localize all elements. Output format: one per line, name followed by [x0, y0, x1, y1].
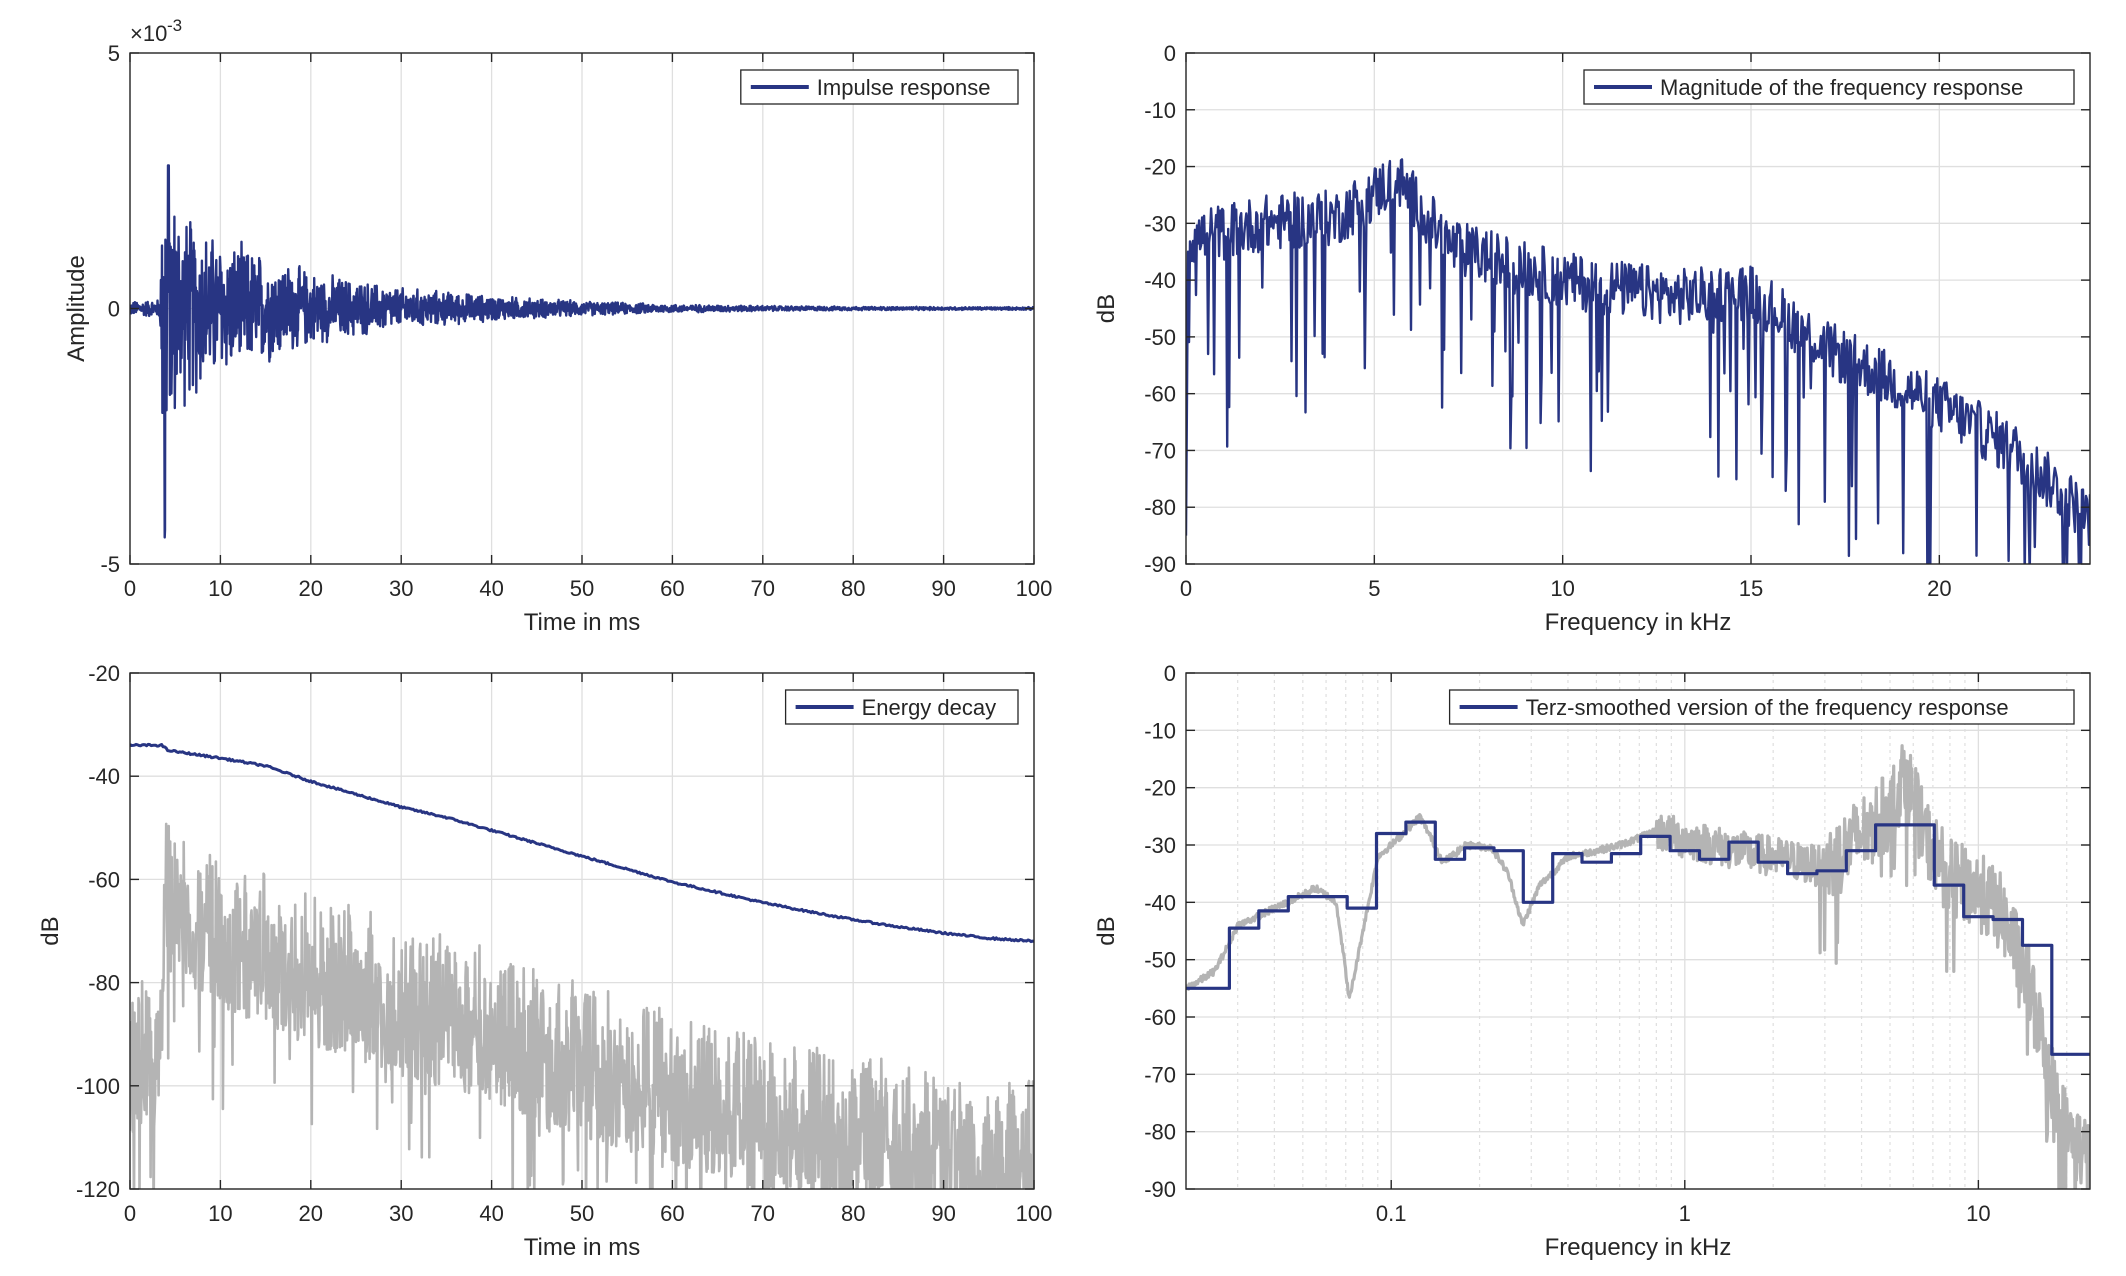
y-tick-label: -90 [1144, 1177, 1176, 1202]
x-tick-label: 15 [1739, 576, 1763, 601]
x-tick-label: 100 [1016, 576, 1053, 601]
y-tick-label: -20 [1144, 776, 1176, 801]
y-axis-label: Amplitude [63, 255, 90, 362]
y-tick-label: -40 [88, 764, 120, 789]
x-tick-label: 100 [1016, 1201, 1053, 1226]
magnitude-response-panel: 0 5 10 15 20 0 -10 -20 -30 -40 -50 -60 -70 -80 -90 Freq… [1093, 41, 2091, 636]
x-tick-label: 0 [1180, 576, 1192, 601]
y-tick-label: -20 [1144, 155, 1176, 180]
y-tick-label: -60 [1144, 1005, 1176, 1030]
y-tick-label: -70 [1144, 1062, 1176, 1087]
x-tick-label: 90 [931, 576, 955, 601]
x-tick-label: 20 [299, 1201, 323, 1226]
terz-smoothed-line [1186, 820, 2090, 1056]
energy-raw-line [130, 822, 1034, 1189]
x-tick-label: 20 [299, 576, 323, 601]
y-tick-label: 5 [108, 41, 120, 66]
x-tick-label: 10 [1550, 576, 1574, 601]
x-tick-label: 40 [479, 1201, 503, 1226]
terz-smoothed-panel: 0.1 1 10 0 -10 -20 -30 -40 -50 -60 -70 -80 -90 Freque… [1093, 661, 2091, 1261]
x-tick-label: 80 [841, 576, 865, 601]
legend-box [784, 689, 1019, 725]
y-tick-label: -40 [1144, 268, 1176, 293]
x-tick-label: 50 [570, 576, 594, 601]
x-axis-label: Frequency in kHz [1545, 1234, 1732, 1261]
energy-decay-panel: 0 10 20 30 40 50 60 70 80 90 100 -20 -40 -60 -80 -100 -1… [37, 661, 1053, 1261]
magnitude-response-line [1186, 158, 2090, 564]
legend-entry: Magnitude of the frequency response [1660, 75, 2023, 100]
x-tick-label: 0.1 [1376, 1201, 1407, 1226]
axes-box [1185, 52, 2091, 565]
energy-decay-line [130, 742, 1034, 944]
x-tick-label: 20 [1927, 576, 1951, 601]
x-tick-label: 60 [660, 576, 684, 601]
y-tick-label: -5 [100, 552, 120, 577]
y-tick-label: -40 [1144, 890, 1176, 915]
x-tick-label: 10 [208, 576, 232, 601]
x-axis-label: Frequency in kHz [1545, 609, 1732, 636]
y-tick-label: 0 [1164, 41, 1176, 66]
y-tick-label: -10 [1144, 98, 1176, 123]
legend-entry: Energy decay [862, 695, 997, 720]
x-tick-label: 60 [660, 1201, 684, 1226]
x-tick-label: 0 [124, 576, 136, 601]
y-tick-label: -20 [88, 661, 120, 686]
x-tick-label: 10 [208, 1201, 232, 1226]
y-exponent-value: -3 [167, 16, 182, 35]
y-tick-label: 0 [108, 297, 120, 322]
x-tick-label: 10 [1966, 1201, 1990, 1226]
x-axis-label: Time in ms [524, 1234, 640, 1261]
y-tick-label: -50 [1144, 325, 1176, 350]
x-tick-label: 30 [389, 1201, 413, 1226]
y-tick-label: -100 [76, 1074, 120, 1099]
terz-raw-line [1186, 744, 2090, 1189]
y-exponent-label: ×10 [130, 21, 167, 46]
y-tick-label: -30 [1144, 211, 1176, 236]
axes-box [1185, 672, 2091, 1190]
y-tick-label: -80 [1144, 495, 1176, 520]
y-tick-label: -90 [1144, 552, 1176, 577]
impulse-response-line [130, 164, 1034, 539]
y-axis-label: dB [1093, 916, 1120, 945]
legend-box [1583, 69, 2075, 105]
x-tick-label: 90 [931, 1201, 955, 1226]
x-tick-label: 5 [1368, 576, 1380, 601]
y-tick-label: -70 [1144, 438, 1176, 463]
legend-entry: Impulse response [817, 75, 991, 100]
y-tick-label: 0 [1164, 661, 1176, 686]
y-tick-label: -30 [1144, 833, 1176, 858]
y-tick-label: -80 [1144, 1120, 1176, 1145]
y-tick-label: -120 [76, 1177, 120, 1202]
x-axis-label: Time in ms [524, 609, 640, 636]
y-tick-label: -60 [88, 867, 120, 892]
x-tick-label: 80 [841, 1201, 865, 1226]
x-tick-label: 1 [1679, 1201, 1691, 1226]
x-tick-label: 50 [570, 1201, 594, 1226]
y-tick-label: -80 [88, 971, 120, 996]
x-tick-label: 0 [124, 1201, 136, 1226]
y-tick-label: -10 [1144, 718, 1176, 743]
legend-box [1448, 689, 2075, 725]
x-tick-label: 70 [751, 1201, 775, 1226]
legend-entry: Terz-smoothed version of the frequency r… [1526, 695, 2009, 720]
y-tick-label: -60 [1144, 382, 1176, 407]
x-tick-label: 30 [389, 576, 413, 601]
x-tick-label: 70 [751, 576, 775, 601]
y-axis-label: dB [37, 916, 64, 945]
plot-area [1186, 673, 2090, 1189]
y-tick-label: -50 [1144, 948, 1176, 973]
y-axis-label: dB [1093, 294, 1120, 323]
x-tick-label: 40 [479, 576, 503, 601]
